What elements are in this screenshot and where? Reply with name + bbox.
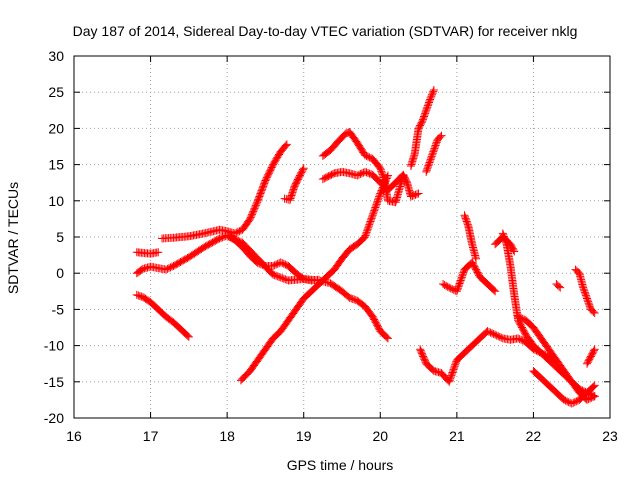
x-tick-label: 23 xyxy=(602,428,618,444)
y-tick-label: -10 xyxy=(44,338,64,354)
y-tick-label: 10 xyxy=(48,193,64,209)
data-point xyxy=(383,334,392,343)
x-axis-label: GPS time / hours xyxy=(287,457,394,473)
x-tick-label: 21 xyxy=(449,428,465,444)
data-point xyxy=(589,307,598,316)
x-tick-labels: 16 17 18 19 20 21 22 23 xyxy=(66,428,618,444)
series-arc-16 xyxy=(514,312,599,401)
data-point xyxy=(590,309,599,318)
data-point xyxy=(436,132,445,141)
series-arc-5 xyxy=(223,231,392,343)
data-point xyxy=(590,392,599,401)
data-point xyxy=(590,345,599,354)
data-point xyxy=(429,87,438,96)
series-arc-4 xyxy=(158,140,291,243)
data-point xyxy=(429,86,438,95)
data-point xyxy=(589,382,598,391)
series-arc-14 xyxy=(460,211,480,263)
data-point xyxy=(383,171,392,180)
y-tick-label: -5 xyxy=(52,301,65,317)
series-arc-13 xyxy=(439,258,500,296)
series-arc-7 xyxy=(236,171,392,385)
data-point xyxy=(554,282,563,291)
series-arc-17 xyxy=(529,366,599,408)
data-point xyxy=(491,287,500,296)
series-arc-20 xyxy=(491,233,519,256)
data-point xyxy=(509,246,518,255)
data-point xyxy=(490,286,499,295)
data-point xyxy=(281,141,290,150)
data-point xyxy=(382,333,391,342)
y-tick-label: 25 xyxy=(48,84,64,100)
y-tick-label: -20 xyxy=(44,410,64,426)
data-point xyxy=(282,140,291,149)
data-point xyxy=(183,331,192,340)
data-point xyxy=(472,254,480,263)
chart-title: Day 187 of 2014, Sidereal Day-to-day VTE… xyxy=(73,23,578,39)
series-arc-3 xyxy=(132,248,163,258)
data-point xyxy=(589,346,598,355)
plot-frame xyxy=(73,55,611,419)
x-tick-label: 22 xyxy=(526,428,542,444)
y-axis-label: SDTVAR / TECUs xyxy=(5,182,21,294)
data-marks xyxy=(132,86,599,408)
data-point xyxy=(556,283,565,292)
series-arc-1 xyxy=(132,290,193,341)
y-tick-labels: -20 -15 -10 -5 0 5 10 15 20 25 30 xyxy=(44,48,64,426)
series-arc-9 xyxy=(318,128,408,207)
series-arc-18 xyxy=(571,265,599,318)
series-arc-10 xyxy=(406,86,438,171)
data-point xyxy=(184,332,193,341)
series-arc-19 xyxy=(552,280,565,292)
series-arc-11 xyxy=(422,131,446,176)
y-tick-label: 5 xyxy=(56,229,64,245)
x-tick-label: 18 xyxy=(219,428,235,444)
data-point xyxy=(414,189,423,198)
y-tick-label: 15 xyxy=(48,157,64,173)
data-point xyxy=(510,247,519,256)
data-point xyxy=(298,165,307,174)
data-point xyxy=(589,391,598,400)
series-arc-21 xyxy=(583,345,599,368)
data-point xyxy=(590,381,599,390)
series-arc-6 xyxy=(280,164,308,205)
x-tick-label: 16 xyxy=(66,428,82,444)
data-point xyxy=(399,171,408,180)
x-tick-label: 17 xyxy=(143,428,159,444)
data-point xyxy=(299,164,308,173)
data-point xyxy=(413,190,422,199)
data-point xyxy=(154,248,163,257)
y-tick-label: 30 xyxy=(48,48,64,64)
y-tick-label: 0 xyxy=(56,265,64,281)
x-tick-label: 20 xyxy=(372,428,388,444)
data-point xyxy=(437,131,446,140)
y-tick-label: 20 xyxy=(48,120,64,136)
x-tick-label: 19 xyxy=(296,428,312,444)
y-tick-label: -15 xyxy=(44,374,64,390)
